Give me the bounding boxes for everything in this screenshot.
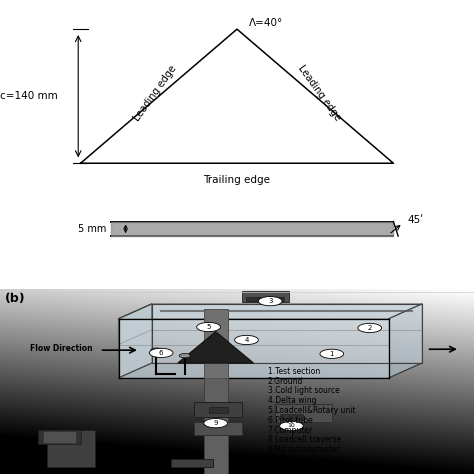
Text: 5: 5 — [206, 324, 211, 330]
Text: 2.Ground: 2.Ground — [268, 376, 303, 385]
Circle shape — [258, 297, 282, 306]
Circle shape — [151, 348, 162, 352]
Text: 10: 10 — [288, 423, 295, 428]
Text: 3: 3 — [268, 298, 273, 304]
Bar — [47, 429, 95, 466]
Circle shape — [179, 354, 191, 358]
Text: 9: 9 — [213, 420, 218, 426]
Bar — [280, 414, 303, 420]
Text: 1.Test section: 1.Test section — [268, 367, 320, 376]
Text: 9.Micromanometer: 9.Micromanometer — [268, 445, 340, 454]
Text: 3.Cold light source: 3.Cold light source — [268, 386, 339, 395]
Polygon shape — [118, 319, 389, 378]
Polygon shape — [118, 304, 152, 378]
Circle shape — [358, 323, 382, 333]
Circle shape — [197, 322, 220, 332]
Text: 6: 6 — [159, 350, 164, 356]
Bar — [204, 310, 228, 378]
Circle shape — [280, 421, 303, 430]
Bar — [275, 404, 332, 422]
Text: 2: 2 — [367, 325, 372, 331]
Bar — [171, 459, 213, 466]
Polygon shape — [118, 304, 422, 319]
Text: Flow Direction: Flow Direction — [30, 344, 93, 353]
Bar — [194, 422, 242, 435]
Polygon shape — [389, 304, 422, 378]
Text: 10.DC power supply: 10.DC power supply — [268, 455, 345, 464]
Circle shape — [235, 336, 258, 345]
Text: 5 mm: 5 mm — [78, 224, 107, 234]
Text: Trailing edge: Trailing edge — [203, 175, 271, 185]
Text: Λ=40°: Λ=40° — [249, 18, 283, 27]
Text: Leading edge: Leading edge — [296, 64, 343, 123]
Circle shape — [149, 348, 173, 357]
Text: 8.Loadcell traverse: 8.Loadcell traverse — [268, 435, 341, 444]
Bar — [246, 298, 284, 301]
Text: 7.Computer: 7.Computer — [268, 426, 313, 435]
Text: 4: 4 — [244, 337, 249, 343]
Text: c=140 mm: c=140 mm — [0, 91, 57, 101]
Circle shape — [204, 419, 228, 428]
Circle shape — [320, 349, 344, 358]
Text: 1: 1 — [329, 351, 334, 357]
Polygon shape — [152, 304, 422, 363]
Text: 6.Pitot tube: 6.Pitot tube — [268, 416, 312, 425]
Bar — [194, 402, 242, 417]
Bar — [43, 431, 76, 443]
Bar — [38, 429, 81, 445]
Text: (b): (b) — [5, 292, 26, 305]
Bar — [204, 378, 228, 474]
Bar — [242, 291, 289, 302]
Text: Leading edge: Leading edge — [131, 64, 178, 123]
Text: 5.Loadcell&Rotary unit: 5.Loadcell&Rotary unit — [268, 406, 356, 415]
Text: 4.Delta wing: 4.Delta wing — [268, 396, 316, 405]
Text: 45ʹ: 45ʹ — [408, 215, 424, 225]
Bar — [209, 408, 228, 413]
Polygon shape — [118, 363, 422, 378]
Polygon shape — [178, 332, 254, 363]
